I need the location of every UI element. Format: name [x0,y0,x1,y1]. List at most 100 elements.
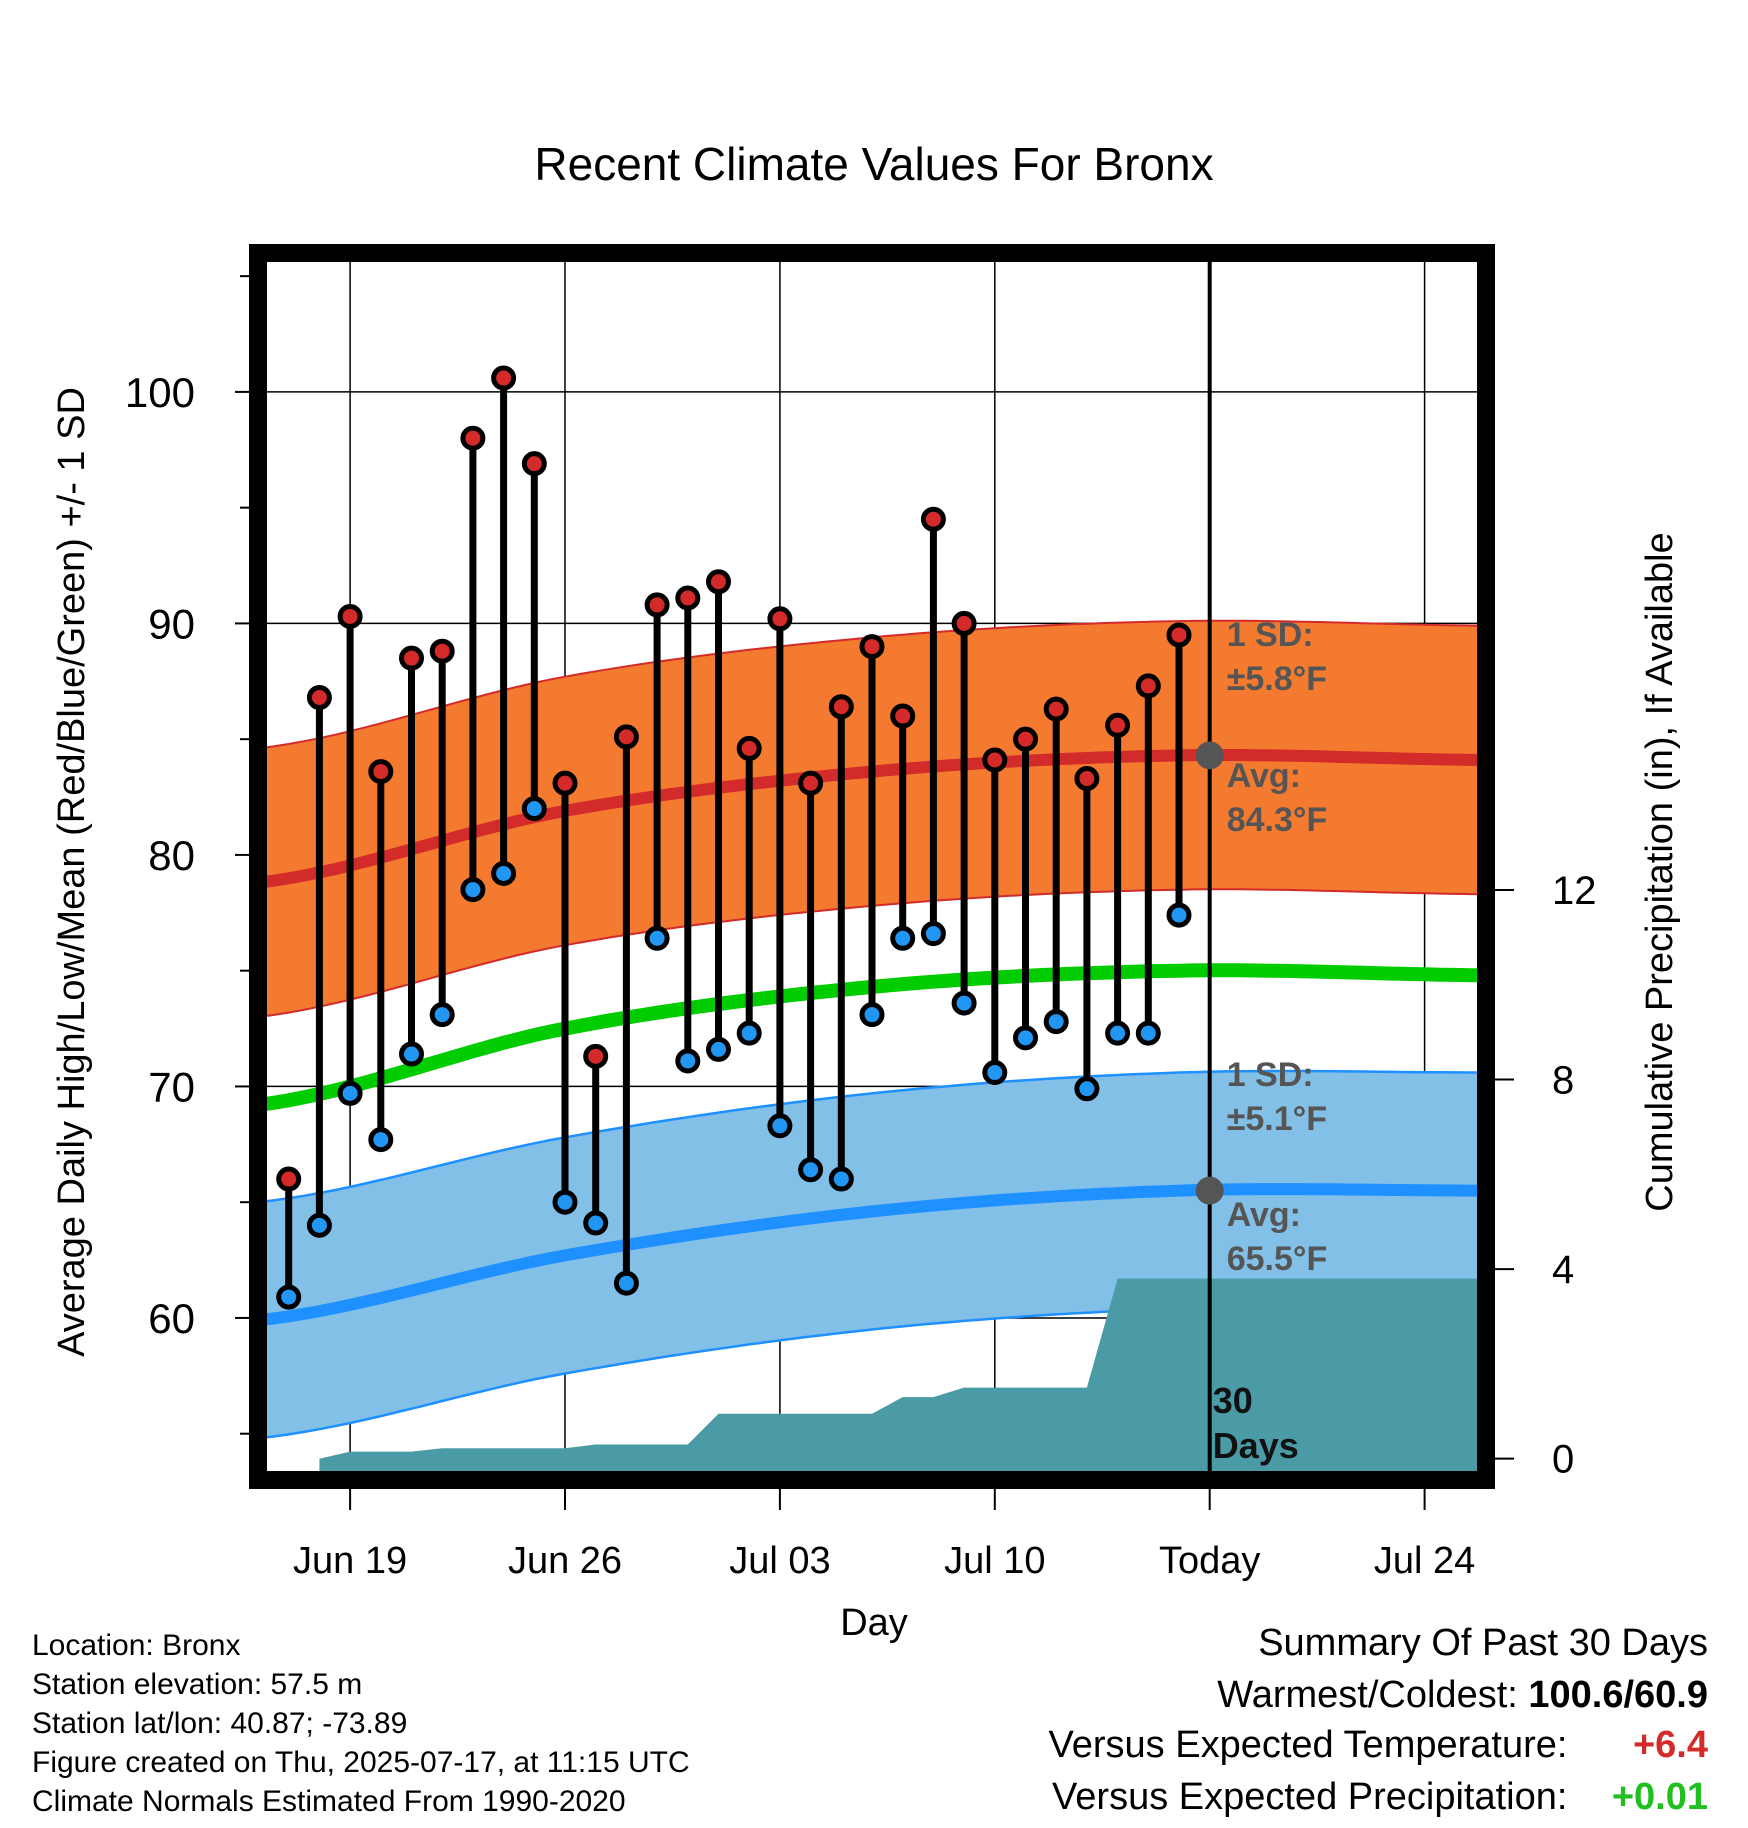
daily-high-point [276,1166,302,1192]
y-tick-label: 90 [148,600,195,647]
daily-high-point [1013,726,1038,752]
daily-low-point [1013,1025,1038,1051]
plot-frame [249,244,1495,1489]
daily-low-point [583,1210,609,1236]
x-axis-label: Day [840,1602,908,1644]
daily-low-point [706,1036,731,1062]
avg-high-today-marker [1195,741,1224,770]
daily-low-point [460,877,486,903]
daily-low-point [368,1127,394,1153]
daily-high-point [613,724,639,750]
x-tick-label: Jul 03 [729,1540,830,1582]
meta-normals: Climate Normals Estimated From 1990-2020 [32,1785,626,1818]
daily-high-point [429,638,455,664]
daily-low-point [675,1048,701,1074]
daily-low-point [429,1002,455,1028]
daily-low-point [736,1020,762,1046]
daily-low-point [337,1080,363,1106]
summary-precip-label: Versus Expected Precipitation: [1052,1776,1568,1818]
days-count-label: 30 [1213,1380,1253,1421]
daily-low-point [521,796,547,822]
daily-low-point [276,1284,302,1310]
days-word-label: Days [1213,1425,1299,1466]
daily-low-point [552,1189,578,1215]
avg-low-line [258,1183,1486,1327]
meta-created: Figure created on Thu, 2025-07-17, at 11… [32,1746,690,1779]
daily-high-point [491,365,517,391]
daily-high-point [859,634,885,660]
daily-low-point [1135,1020,1161,1046]
daily-high-point [736,735,762,761]
summary-temp-value: +6.4 [1632,1724,1708,1766]
daily-low-point [982,1060,1008,1086]
y2-tick-label: 0 [1552,1438,1574,1482]
high-avg-value: 84.3°F [1227,801,1328,839]
daily-high-point [890,703,916,729]
daily-high-point [521,451,547,477]
daily-low-point [828,1166,854,1192]
daily-low-point [491,860,517,886]
x-tick-label: Jun 19 [293,1540,407,1582]
daily-high-point [337,603,363,629]
daily-low-point [767,1113,793,1139]
y2-tick-label: 4 [1552,1248,1574,1292]
summary-precip-value: +0.01 [1611,1776,1708,1818]
x-tick-label: Jun 26 [508,1540,622,1582]
daily-high-point [552,770,578,796]
daily-low-point [798,1157,824,1183]
daily-high-point [460,425,486,451]
chart-title: Recent Climate Values For Bronx [534,138,1213,190]
y-axis-label: Average Daily High/Low/Mean (Red/Blue/Gr… [51,387,93,1357]
daily-high-point [828,694,854,720]
daily-high-point [644,592,670,618]
x-tick-label: Jul 10 [944,1540,1045,1582]
daily-low-point [951,990,977,1016]
x-tick-label: Jul 24 [1374,1540,1475,1582]
daily-high-point [583,1043,609,1069]
y2-tick-label: 8 [1552,1059,1574,1103]
summary-title: Summary Of Past 30 Days [1258,1622,1708,1664]
high-sd-value: ±5.8°F [1227,660,1327,698]
daily-high-point [798,770,824,796]
daily-low-point [890,925,916,951]
summary-warm-cold: Warmest/Coldest: 100.6/60.9 [1217,1674,1708,1717]
daily-low-point [859,1002,885,1028]
y-tick-label: 60 [148,1295,195,1342]
daily-high-point [1166,622,1192,648]
daily-low-point [1043,1009,1069,1035]
meta-latlon: Station lat/lon: 40.87; -73.89 [32,1707,408,1740]
y2-tick-label: 12 [1552,869,1597,913]
low-avg-label: Avg: [1227,1196,1301,1234]
high-avg-label: Avg: [1227,757,1301,795]
daily-high-point [675,585,701,611]
meta-elevation: Station elevation: 57.5 m [32,1668,363,1701]
y-tick-label: 100 [125,369,195,416]
daily-low-point [1105,1020,1131,1046]
summary-precip: Versus Expected Precipitation: +0.01 [1052,1776,1708,1819]
daily-high-point [306,684,332,710]
daily-low-point [399,1041,424,1067]
meta-location: Location: Bronx [32,1629,241,1662]
daily-low-point [920,921,946,947]
y2-axis-label: Cumulative Precipitation (in), If Availa… [1639,532,1681,1211]
x-tick-label: Today [1159,1540,1260,1582]
summary-temp: Versus Expected Temperature: +6.4 [1049,1724,1708,1767]
y-tick-label: 80 [148,832,195,879]
daily-high-point [1074,766,1100,792]
summary-warm-cold-label: Warmest/Coldest: [1217,1674,1518,1716]
low-avg-value: 65.5°F [1227,1240,1328,1278]
daily-high-point [982,747,1008,773]
daily-high-point [951,610,977,636]
daily-low-point [1166,902,1192,928]
daily-high-point [1105,712,1131,738]
daily-high-point [767,606,793,632]
daily-high-point [920,506,946,532]
summary-temp-label: Versus Expected Temperature: [1048,1724,1568,1766]
daily-high-point [1043,696,1069,722]
daily-high-point [1135,673,1161,699]
daily-low-point [613,1270,639,1296]
avg-low-today-marker [1195,1176,1224,1205]
daily-low-point [1074,1076,1100,1102]
low-sd-label: 1 SD: [1227,1056,1314,1094]
precip-area [319,1278,1486,1480]
